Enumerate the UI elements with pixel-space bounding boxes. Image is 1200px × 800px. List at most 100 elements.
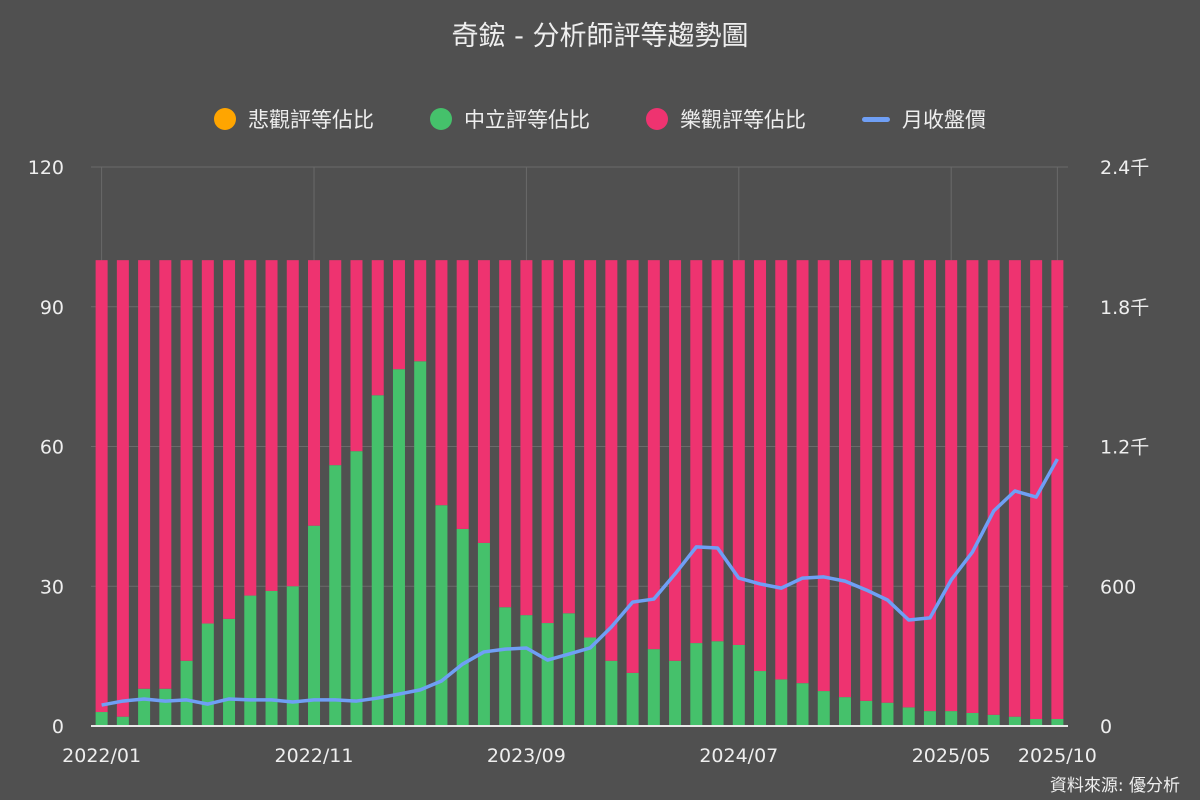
bar-optimistic [647,260,660,650]
bar-optimistic [860,260,873,701]
bar-neutral [477,542,490,726]
legend-line-icon [862,116,890,122]
x-tick-label: 2023/09 [487,745,566,767]
bar-optimistic [775,260,788,680]
bar-optimistic [541,260,554,624]
legend-item-pessimistic[interactable]: 悲觀評等佔比 [214,104,374,134]
bar-neutral [902,707,915,726]
bar-neutral [541,623,554,726]
legend-label: 樂觀評等佔比 [680,108,806,132]
x-tick-label: 2025/05 [912,745,991,767]
bar-optimistic [945,260,958,712]
bar-neutral [923,711,936,726]
bar-optimistic [584,260,597,638]
bar-neutral [350,451,363,726]
bar-neutral [690,643,703,726]
bar-optimistic [562,260,575,614]
legend-label: 悲觀評等佔比 [248,108,374,132]
bar-neutral [605,660,618,726]
bar-optimistic [159,260,172,689]
data-source: 資料來源: 優分析 [1049,776,1180,796]
price-line [101,458,1059,707]
bar-neutral [329,465,342,726]
bar-optimistic [350,260,363,452]
bar-optimistic [456,260,469,529]
y-right-tick-label: 2.4千 [1100,157,1149,179]
bar-optimistic [244,260,257,596]
bar-neutral [669,660,682,726]
legend-item-neutral[interactable]: 中立評等佔比 [430,104,590,134]
bar-neutral [435,505,448,726]
bar-neutral [562,613,575,726]
bar-neutral [308,525,321,726]
bar-neutral [796,683,809,726]
bar-optimistic [477,260,490,543]
bar-optimistic [881,260,894,703]
y-left-tick-label: 30 [40,576,64,598]
legend-dot-icon [214,108,236,130]
bar-neutral [223,618,236,726]
y-right-tick-label: 1.2千 [1100,437,1149,459]
bar-optimistic [499,260,512,608]
legend: 悲觀評等佔比 中立評等佔比 樂觀評等佔比 月收盤價 [0,104,1200,134]
y-left-tick-label: 60 [40,437,64,459]
bar-optimistic [265,260,278,591]
bar-neutral [817,691,830,726]
bar-optimistic [1008,260,1021,717]
x-tick-label: 2025/10 [1018,745,1097,767]
bar-neutral [392,369,405,726]
bar-optimistic [116,260,129,717]
bar-neutral [1008,716,1021,726]
bar-optimistic [966,260,979,713]
bar-neutral [584,637,597,726]
bar-neutral [414,361,427,726]
bar-optimistic [902,260,915,708]
bar-neutral [180,660,193,726]
bar-neutral [775,679,788,726]
bar-optimistic [923,260,936,712]
bar-neutral [159,688,172,726]
x-tick-label: 2022/01 [62,745,141,767]
bar-optimistic [371,260,384,396]
bar-optimistic [754,260,767,672]
y-right-tick-label: 0 [1100,716,1112,738]
legend-label: 中立評等佔比 [464,108,590,132]
bar-neutral [286,586,299,726]
legend-dot-icon [430,108,452,130]
bar-neutral [732,644,745,726]
bar-optimistic [817,260,830,692]
bar-optimistic [690,260,703,644]
bar-optimistic [223,260,236,619]
bar-optimistic [520,260,533,616]
x-tick-label: 2024/07 [699,745,778,767]
bar-optimistic [201,260,214,624]
bar-optimistic [180,260,193,661]
y-left-tick-label: 90 [40,297,64,319]
bar-neutral [138,688,151,726]
bar-optimistic [95,260,108,713]
bar-neutral [201,623,214,726]
bar-optimistic [329,260,342,466]
bar-optimistic [1030,260,1043,720]
y-right-tick-label: 1.8千 [1100,297,1149,319]
bar-neutral [1051,719,1064,726]
bar-optimistic [796,260,809,684]
bar-optimistic [1051,260,1064,720]
bar-neutral [1030,719,1043,726]
bar-optimistic [987,260,1000,715]
legend-item-optimistic[interactable]: 樂觀評等佔比 [646,104,806,134]
bar-optimistic [138,260,151,689]
bar-neutral [371,395,384,726]
legend-dot-icon [646,108,668,130]
legend-label: 月收盤價 [902,108,986,132]
bar-optimistic [605,260,618,661]
bar-optimistic [414,260,427,362]
bar-neutral [244,595,257,726]
bar-optimistic [308,260,321,526]
bar-neutral [966,712,979,726]
bar-neutral [265,590,278,726]
bar-neutral [754,671,767,726]
x-tick-label: 2022/11 [275,745,354,767]
legend-item-price[interactable]: 月收盤價 [862,104,986,134]
